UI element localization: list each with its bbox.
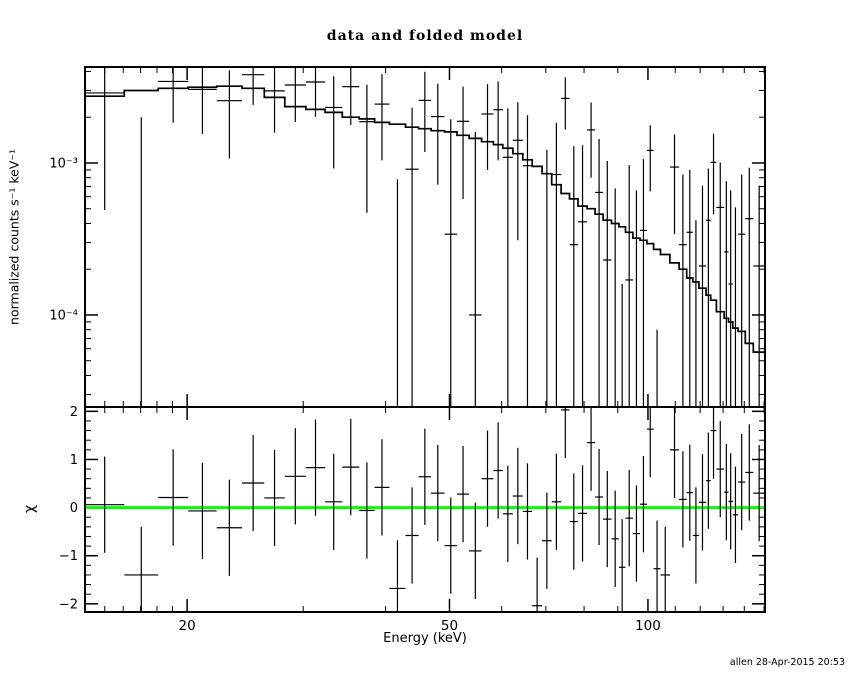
residual-panel-frame — [84, 406, 766, 613]
x-tick-label: 20 — [179, 618, 196, 634]
timestamp-label: allen 28-Apr-2015 20:53 — [729, 657, 845, 668]
x-tick-label: 50 — [441, 618, 458, 634]
y-tick-label: 0 — [70, 501, 78, 516]
y-tick-label: −2 — [59, 597, 78, 612]
x-axis-label-energy: Energy (keV) — [383, 631, 467, 646]
y-tick-label: 2 — [70, 405, 78, 420]
y-tick-label: 1 — [70, 453, 78, 468]
x-tick-label: 100 — [635, 618, 661, 634]
y-tick-label: −1 — [59, 549, 78, 564]
y-tick-label: 10⁻³ — [49, 156, 78, 171]
y-tick-label: 10⁻⁴ — [49, 308, 78, 323]
plot-title: data and folded model — [326, 28, 524, 44]
